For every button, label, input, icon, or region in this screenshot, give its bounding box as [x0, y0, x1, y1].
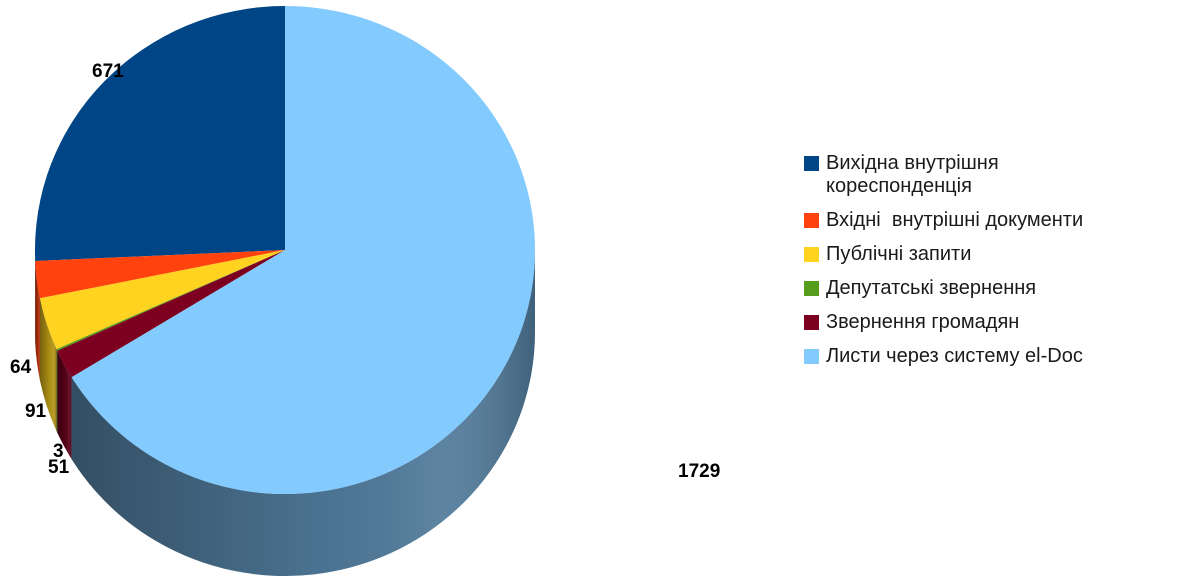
legend-item: Вхідні внутрішні документи: [804, 209, 1174, 232]
legend-item: Вихідна внутрішня кореспонденція: [804, 152, 1174, 198]
legend-swatch: [804, 213, 819, 228]
legend-label: Листи через систему el-Doc: [826, 345, 1083, 367]
data-label-vkhidni: 64: [10, 357, 32, 378]
pie-side-shading-publichni: [39, 298, 57, 432]
pie-slice-publichni: [39, 250, 285, 350]
legend-item: Публічні запити: [804, 243, 1174, 266]
legend-swatch: [804, 315, 819, 330]
legend-swatch: [804, 156, 819, 171]
data-label-publichni: 91: [25, 401, 47, 422]
pie-side-shading-el-doc: [71, 250, 535, 576]
pie-slice-vykhidna: [34, 6, 285, 262]
legend-label: Звернення громадян: [826, 311, 1020, 333]
pie-side-shading-vkhidni: [35, 261, 40, 381]
pie-slice-hromadian: [57, 250, 285, 378]
data-label-hromadian: 51: [48, 457, 70, 478]
legend-item: Звернення громадян: [804, 311, 1174, 334]
pie-slice-vkhidni: [35, 250, 286, 299]
legend: Вихідна внутрішня кореспонденція Вхідні …: [804, 152, 1174, 379]
data-label-el-doc: 1729: [678, 461, 720, 482]
legend-label: Вхідні внутрішні документи: [826, 209, 1084, 231]
legend-swatch: [804, 247, 819, 262]
data-label-vykhidna: 671: [92, 61, 124, 82]
pie-side-shading-hromadian: [57, 350, 72, 460]
pie-slice-el-doc: [71, 6, 535, 495]
legend-label: Публічні запити: [826, 243, 972, 265]
legend-item: Листи через систему el-Doc: [804, 345, 1174, 368]
pie-side-shading-deputatski: [56, 349, 58, 433]
legend-item: Депутатські звернення: [804, 277, 1174, 300]
pie-slice-deputatski: [56, 250, 286, 351]
legend-swatch: [804, 349, 819, 364]
data-label-deputatski: 3: [53, 441, 64, 462]
legend-swatch: [804, 281, 819, 296]
legend-label: Вихідна внутрішня кореспонденція: [826, 152, 1005, 197]
legend-label: Депутатські звернення: [826, 277, 1037, 299]
